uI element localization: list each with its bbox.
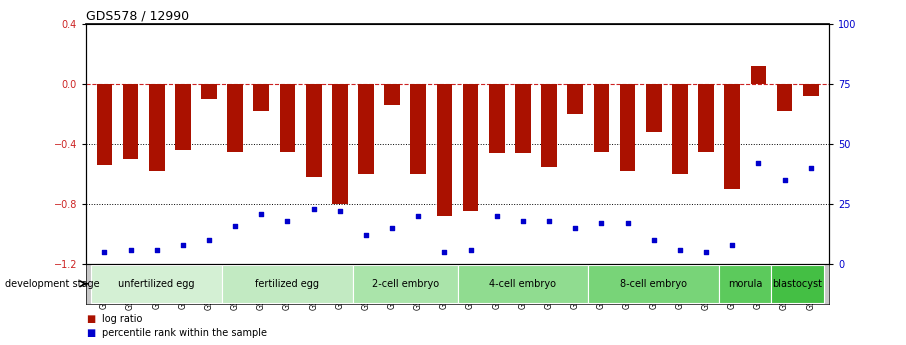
Bar <box>776 84 793 111</box>
Point <box>228 223 243 228</box>
Point <box>280 218 294 224</box>
Point <box>306 206 321 211</box>
Bar <box>410 84 426 174</box>
Point <box>699 249 713 255</box>
Bar <box>254 84 269 111</box>
Bar <box>222 265 353 303</box>
Point <box>254 211 268 216</box>
Bar <box>175 84 190 150</box>
Point <box>149 247 164 252</box>
Bar <box>699 84 714 151</box>
Bar <box>280 84 295 151</box>
Text: morula: morula <box>728 279 763 289</box>
Point <box>751 160 766 166</box>
Text: unfertilized egg: unfertilized egg <box>119 279 195 289</box>
Point <box>621 220 635 226</box>
Text: GDS578 / 12990: GDS578 / 12990 <box>86 10 189 23</box>
Bar <box>122 84 139 159</box>
Point <box>411 213 426 219</box>
Point <box>804 165 818 171</box>
Bar <box>516 84 531 153</box>
Bar <box>567 84 583 114</box>
Point <box>359 233 373 238</box>
Bar <box>588 265 719 303</box>
Bar <box>593 84 609 151</box>
Text: 2-cell embryo: 2-cell embryo <box>371 279 439 289</box>
Bar <box>725 84 740 189</box>
Bar <box>672 84 688 174</box>
Bar <box>458 265 588 303</box>
Bar <box>353 265 458 303</box>
Bar <box>541 84 557 167</box>
Bar <box>750 66 766 84</box>
Bar <box>332 84 348 204</box>
Text: ■: ■ <box>86 328 95 338</box>
Point <box>463 247 477 252</box>
Text: development stage: development stage <box>5 279 99 289</box>
Bar <box>489 84 505 153</box>
Text: fertilized egg: fertilized egg <box>255 279 320 289</box>
Bar <box>719 265 771 303</box>
Text: log ratio: log ratio <box>102 314 143 324</box>
Point <box>489 213 504 219</box>
Point <box>725 242 739 247</box>
Bar <box>227 84 243 151</box>
Bar <box>201 84 217 99</box>
Point <box>438 249 452 255</box>
Point <box>202 237 217 243</box>
Bar <box>358 84 374 174</box>
Point <box>594 220 609 226</box>
Point <box>647 237 661 243</box>
Point <box>542 218 556 224</box>
Point <box>176 242 190 247</box>
Bar <box>463 84 478 211</box>
Bar <box>149 84 165 171</box>
Text: ■: ■ <box>86 314 95 324</box>
Bar <box>771 265 824 303</box>
Text: blastocyst: blastocyst <box>773 279 823 289</box>
Text: 4-cell embryo: 4-cell embryo <box>489 279 556 289</box>
Point <box>333 208 347 214</box>
Text: 8-cell embryo: 8-cell embryo <box>621 279 688 289</box>
Bar <box>437 84 452 216</box>
Bar <box>306 84 322 177</box>
Bar <box>97 84 112 165</box>
Bar <box>92 265 222 303</box>
Bar <box>620 84 635 171</box>
Bar <box>803 84 818 96</box>
Point <box>777 177 792 183</box>
Point <box>123 247 138 252</box>
Bar <box>646 84 661 132</box>
Point <box>385 225 400 231</box>
Point <box>672 247 687 252</box>
Point <box>568 225 583 231</box>
Point <box>97 249 111 255</box>
Text: percentile rank within the sample: percentile rank within the sample <box>102 328 267 338</box>
Bar <box>384 84 400 105</box>
Point <box>516 218 530 224</box>
